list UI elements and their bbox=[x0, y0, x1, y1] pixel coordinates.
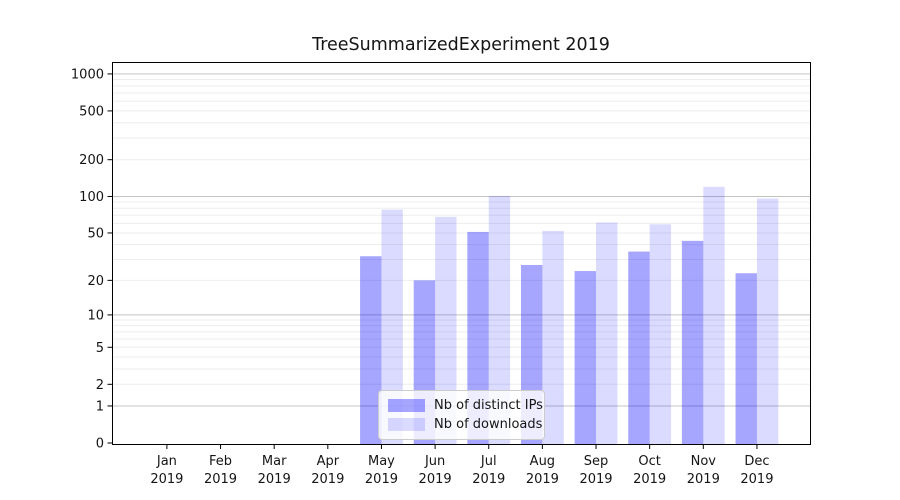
y-tick-label: 200 bbox=[79, 153, 104, 168]
y-tick-label: 50 bbox=[87, 226, 104, 241]
plot-border bbox=[112, 62, 811, 445]
x-tick-label-month: Dec bbox=[744, 454, 769, 469]
legend-item-distinct-ips: Nb of distinct IPs bbox=[388, 396, 543, 415]
bar-downloads-sep bbox=[596, 222, 618, 445]
legend-label-distinct-ips: Nb of distinct IPs bbox=[434, 398, 543, 413]
bar-downloads-jun bbox=[435, 216, 457, 445]
legend: Nb of distinct IPs Nb of downloads bbox=[378, 390, 545, 440]
bar-distinct-ips-dec bbox=[735, 273, 757, 445]
x-tick-label-year: 2019 bbox=[258, 472, 291, 487]
chart-title: TreeSummarizedExperiment 2019 bbox=[312, 35, 610, 55]
x-tick-label-year: 2019 bbox=[740, 472, 773, 487]
x-tick-label-year: 2019 bbox=[204, 472, 237, 487]
y-tick-label: 1000 bbox=[71, 67, 104, 82]
x-tick-label-month: Jun bbox=[424, 454, 445, 469]
x-tick-label-year: 2019 bbox=[526, 472, 559, 487]
y-tick-label: 10 bbox=[87, 308, 104, 323]
legend-swatch-distinct-ips bbox=[388, 399, 425, 412]
bar-downloads-may bbox=[381, 209, 403, 445]
x-tick-label-year: 2019 bbox=[150, 472, 183, 487]
x-tick-label-month: Jan bbox=[156, 454, 177, 469]
bar-distinct-ips-nov bbox=[681, 240, 704, 445]
bar-downloads-jul bbox=[488, 195, 511, 445]
legend-swatch-downloads bbox=[388, 418, 425, 431]
x-tick-label-month: Jul bbox=[480, 454, 497, 469]
y-tick-label: 20 bbox=[87, 274, 104, 289]
x-tick-label-month: May bbox=[368, 454, 395, 469]
x-tick-label-month: Nov bbox=[691, 454, 717, 469]
x-tick-label-month: Aug bbox=[530, 454, 555, 469]
bar-distinct-ips-may bbox=[360, 256, 382, 445]
legend-item-downloads: Nb of downloads bbox=[388, 415, 542, 434]
x-tick-label-month: Feb bbox=[209, 454, 232, 469]
x-tick-label-year: 2019 bbox=[311, 472, 344, 487]
x-tick-label-year: 2019 bbox=[687, 472, 720, 487]
x-tick-label-month: Oct bbox=[638, 454, 660, 469]
bar-distinct-ips-oct bbox=[628, 251, 650, 445]
legend-label-downloads: Nb of downloads bbox=[434, 417, 543, 432]
bar-downloads-aug bbox=[542, 230, 564, 445]
x-tick-label-year: 2019 bbox=[633, 472, 666, 487]
y-tick-label: 0 bbox=[96, 437, 104, 452]
y-tick-label: 500 bbox=[79, 104, 104, 119]
bar-distinct-ips-sep bbox=[574, 271, 597, 445]
x-tick-label-year: 2019 bbox=[579, 472, 612, 487]
bar-downloads-dec bbox=[756, 198, 779, 445]
y-tick-label: 5 bbox=[96, 341, 104, 356]
y-tick-label: 1 bbox=[96, 399, 104, 414]
x-tick-label-month: Mar bbox=[262, 454, 287, 469]
y-tick-label: 2 bbox=[96, 378, 104, 393]
x-tick-label-year: 2019 bbox=[472, 472, 505, 487]
x-tick-label-year: 2019 bbox=[365, 472, 398, 487]
bar-downloads-oct bbox=[649, 224, 672, 445]
x-tick-label-year: 2019 bbox=[419, 472, 452, 487]
x-tick-label-month: Sep bbox=[584, 454, 609, 469]
y-tick-label: 100 bbox=[79, 190, 104, 205]
x-tick-label-month: Apr bbox=[317, 454, 340, 469]
bar-downloads-nov bbox=[703, 186, 725, 445]
